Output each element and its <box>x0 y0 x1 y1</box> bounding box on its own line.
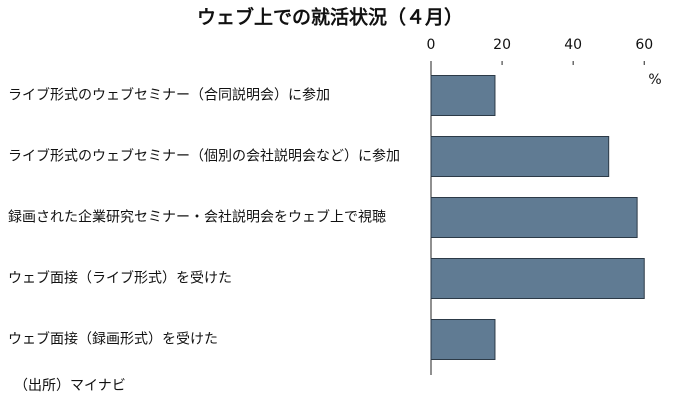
unit-label: % <box>648 72 661 88</box>
y-tick-label: 録画された企業研究セミナー・会社説明会をウェブ上で視聴 <box>8 209 386 226</box>
bar <box>430 258 645 299</box>
chart-title: ウェブ上での就活状況（４月） <box>197 6 463 29</box>
x-tick-label: 60 <box>635 37 653 53</box>
y-tick-label: ウェブ面接（ライブ形式）を受けた <box>8 270 232 287</box>
source-note: （出所）マイナビ <box>14 378 126 394</box>
bar <box>430 197 638 238</box>
y-tick-label: ウェブ面接（録画形式）を受けた <box>8 331 218 348</box>
x-tick-label: 40 <box>564 37 582 53</box>
x-tick-label: 0 <box>427 37 436 53</box>
y-tick-label: ライブ形式のウェブセミナー（合同説明会）に参加 <box>8 87 330 104</box>
x-tick-label: 20 <box>493 37 511 53</box>
y-tick-label: ライブ形式のウェブセミナー（個別の会社説明会など）に参加 <box>8 148 400 165</box>
bar <box>430 136 610 177</box>
bar <box>430 319 496 360</box>
bar <box>430 75 496 116</box>
